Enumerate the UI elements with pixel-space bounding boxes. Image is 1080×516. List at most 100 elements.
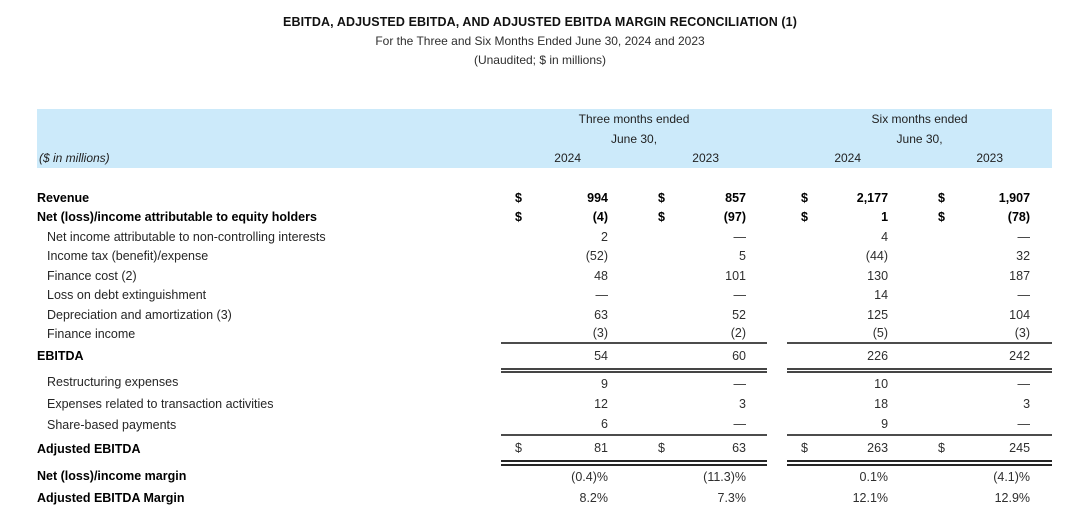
dollar-sign-cell (644, 286, 670, 306)
row-label: Adjusted EBITDA Margin (37, 491, 185, 505)
dollar-sign-cell (924, 395, 950, 415)
dollar-sign-cell (501, 488, 527, 508)
row-label: Expenses related to transaction activiti… (47, 397, 274, 412)
value-cell: (2) (670, 324, 749, 344)
value-cell: 6 (527, 414, 611, 436)
value-cell: 81 (527, 435, 611, 466)
row-label: Net income attributable to non-controlli… (47, 229, 326, 244)
column-header-year: 2023 (644, 148, 749, 168)
dollar-sign-cell: $ (501, 435, 527, 466)
table-row: Net (loss)/income attributable to equity… (37, 208, 1052, 228)
dollar-sign-cell (644, 395, 670, 415)
dollar-sign-cell: $ (938, 190, 945, 205)
title-block: EBITDA, ADJUSTED EBITDA, AND ADJUSTED EB… (0, 0, 1080, 70)
dollar-sign-cell (644, 414, 670, 436)
column-header-year: 2023 (924, 148, 1034, 168)
table-row: Restructuring expenses 9 — 10 — (37, 370, 1052, 395)
table-row: Expenses related to transaction activiti… (37, 395, 1052, 415)
value-cell: 187 (1009, 268, 1031, 283)
value-cell: (78) (1007, 210, 1031, 225)
dollar-sign-cell (501, 342, 527, 373)
row-label: Depreciation and amortization (3) (47, 307, 232, 322)
dollar-sign-cell (787, 305, 813, 325)
dollar-sign-cell (501, 414, 527, 436)
table-row: Share-based payments 6 — 9 — (37, 414, 1053, 436)
dollar-sign-cell (924, 324, 951, 344)
dollar-sign-cell (644, 370, 670, 395)
dollar-sign-cell: $ (787, 435, 814, 466)
dollar-sign-cell: $ (515, 190, 522, 205)
value-cell: (11.3)% (703, 470, 746, 484)
value-cell: (4) (592, 210, 608, 225)
dollar-sign-cell (644, 266, 670, 286)
dollar-sign-cell (644, 342, 670, 373)
value-cell: (5) (813, 324, 892, 344)
group-subheader-date-2: June 30, (787, 129, 1053, 148)
value-cell: (52) (585, 249, 608, 264)
value-cell: (3) (950, 324, 1034, 344)
dollar-sign-cell (644, 324, 670, 344)
dollar-sign-cell (501, 305, 527, 325)
column-header-year: 2024 (501, 148, 611, 168)
value-cell: 242 (950, 342, 1034, 373)
value-cell: (0.4)% (571, 470, 608, 484)
row-label: Restructuring expenses (47, 375, 179, 390)
value-cell: 10 (874, 376, 889, 391)
value-cell: 101 (725, 268, 746, 283)
page-subtitle-period: For the Three and Six Months Ended June … (375, 34, 705, 48)
row-label: Net (loss)/income attributable to equity… (37, 210, 317, 225)
value-cell: 9 (813, 414, 892, 436)
value-cell: 3 (739, 397, 746, 412)
row-label: Finance income (47, 326, 136, 341)
dollar-sign-cell (924, 247, 950, 267)
dollar-sign-cell (644, 488, 670, 508)
value-cell: 104 (1009, 307, 1031, 322)
row-label: EBITDA (37, 349, 84, 364)
dollar-sign-cell (501, 370, 527, 395)
dollar-sign-cell (787, 414, 814, 436)
row-label: Income tax (benefit)/expense (47, 249, 209, 264)
table-row: Income tax (benefit)/expense (52) 5 (44) 32 (37, 247, 1052, 267)
value-cell: — (950, 414, 1034, 436)
table-row: Depreciation and amortization (3) 63 52 125… (37, 305, 1052, 325)
header-spacer-row (37, 168, 1052, 188)
value-cell: 5 (739, 249, 746, 264)
dollar-sign-cell (501, 266, 527, 286)
table-row: Net (loss)/income margin (0.4)% (11.3)% 0.1… (37, 463, 1052, 488)
value-cell: 1,907 (998, 190, 1031, 205)
dollar-sign-cell (644, 463, 670, 488)
dollar-sign-cell (924, 488, 950, 508)
value-cell: (4.1)% (993, 470, 1031, 484)
value-cell: — (733, 288, 747, 303)
value-cell: — (1017, 229, 1031, 244)
value-cell: 263 (813, 435, 892, 466)
value-cell: 245 (950, 435, 1034, 466)
table-row: Revenue $994 $857 $2,177 $1,907 (37, 188, 1052, 208)
dollar-sign-cell (644, 247, 670, 267)
dollar-sign-cell (501, 463, 527, 488)
row-label: Revenue (37, 190, 90, 205)
page-subtitle-unaudited: (Unaudited; $ in millions) (473, 53, 607, 67)
dollar-sign-cell (787, 463, 813, 488)
dollar-sign-cell (924, 266, 950, 286)
value-cell: 60 (670, 342, 749, 373)
dollar-sign-cell (787, 488, 813, 508)
table-header-band: Three months ended Six months ended June… (37, 109, 1053, 168)
dollar-sign-cell (924, 305, 950, 325)
dollar-sign-cell (924, 342, 951, 373)
dollar-sign-cell (924, 227, 950, 247)
dollar-sign-cell (501, 286, 527, 306)
dollar-sign-cell (787, 286, 813, 306)
table-row: Adjusted EBITDA $81 $63 $263 $245 (37, 435, 1053, 466)
page-title: EBITDA, ADJUSTED EBITDA, AND ADJUSTED EB… (283, 15, 797, 29)
row-label: Share-based payments (47, 417, 177, 432)
dollar-sign-cell (644, 305, 670, 325)
dollar-sign-cell: $ (938, 210, 945, 225)
value-cell: 2,177 (856, 190, 889, 205)
value-cell: 125 (867, 307, 889, 322)
dollar-sign-cell (924, 463, 950, 488)
dollar-sign-cell (501, 324, 527, 344)
value-cell: 12.9% (994, 491, 1031, 505)
dollar-sign-cell (644, 227, 670, 247)
value-cell: 8.2% (579, 491, 609, 505)
